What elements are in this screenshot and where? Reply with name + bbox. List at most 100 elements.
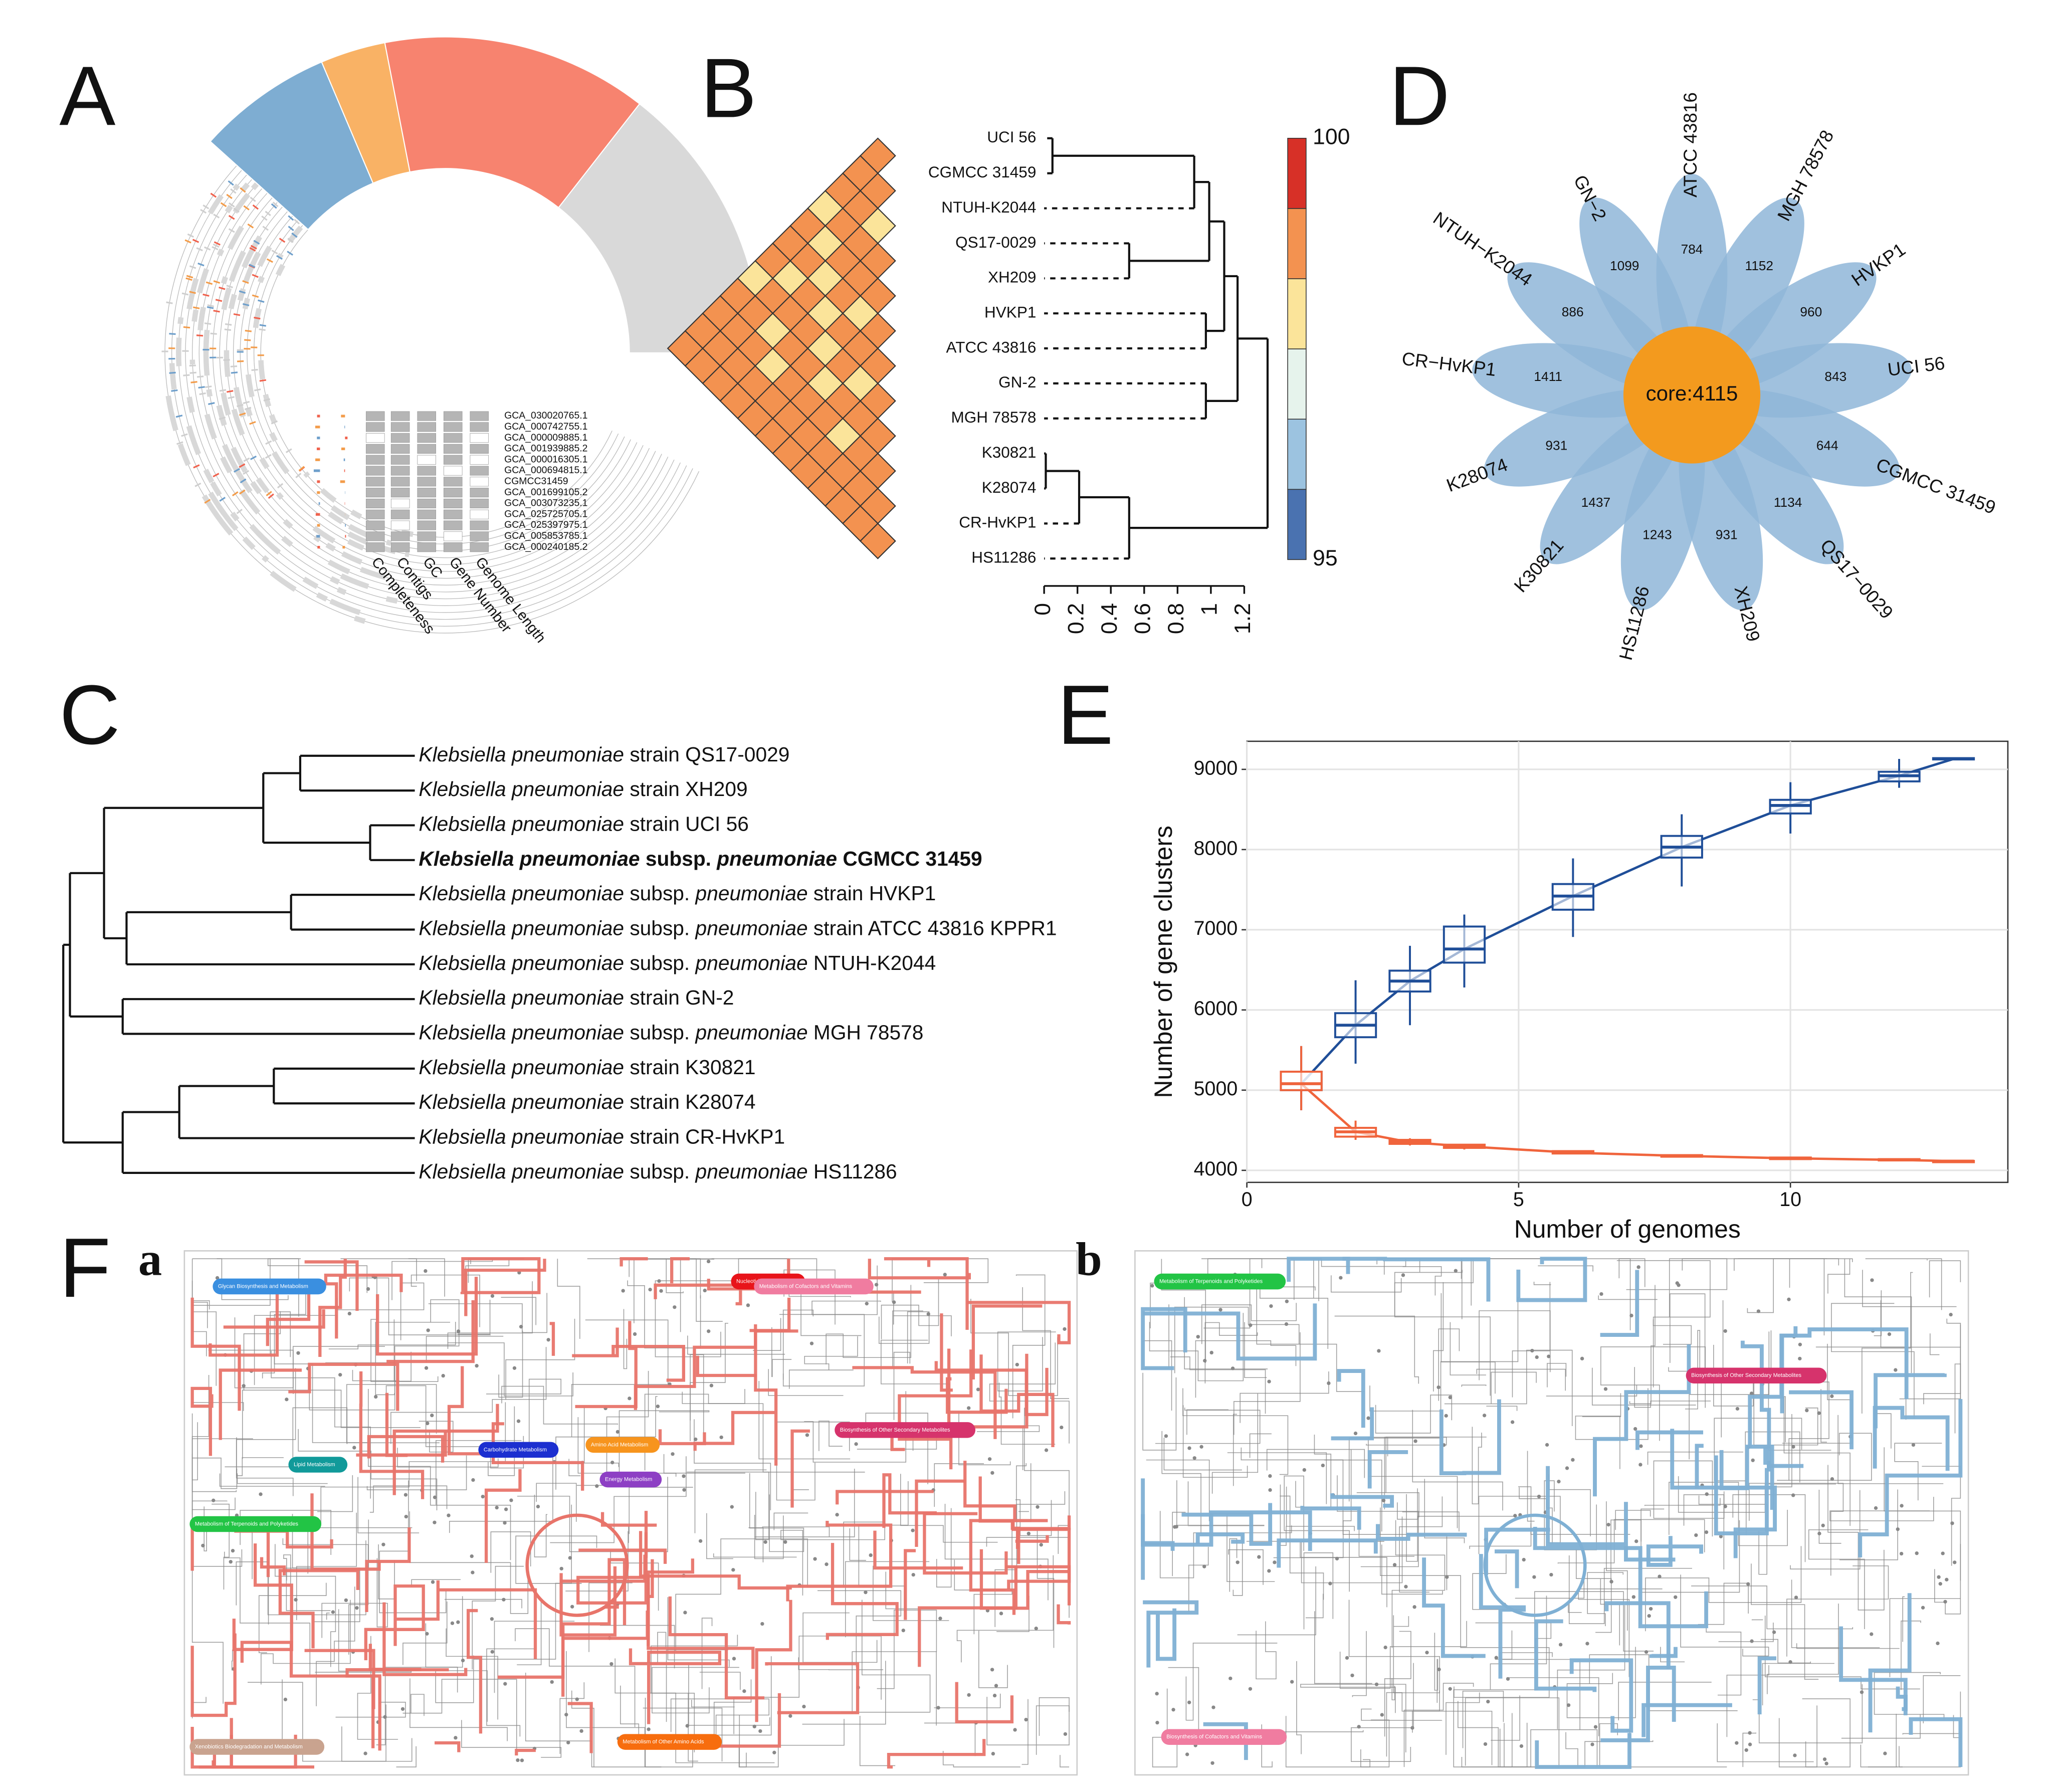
- pathway: [753, 1318, 781, 1351]
- pathway: [359, 1371, 425, 1499]
- pathway: [782, 1309, 814, 1380]
- pathway: [826, 1543, 899, 1640]
- track-block: [287, 226, 303, 243]
- genome-label: GCA_000009885.1: [504, 432, 587, 443]
- track-block: [277, 253, 284, 259]
- table-cell: [470, 477, 489, 487]
- label-part: NTUH-K2044: [808, 951, 936, 974]
- pathway: [958, 1412, 1011, 1466]
- pathway: [1565, 1732, 1578, 1767]
- track-block: [220, 456, 233, 474]
- track-tick: [230, 188, 237, 194]
- compound: [1787, 1297, 1791, 1301]
- track-block: [262, 555, 269, 563]
- track-block: [347, 539, 364, 551]
- pathway: [571, 1690, 594, 1767]
- compound: [495, 1505, 499, 1510]
- pathway: [1163, 1437, 1242, 1471]
- pathway: [411, 1579, 461, 1587]
- compound: [987, 1457, 992, 1461]
- pathway: [1790, 1490, 1861, 1569]
- category-pill: [585, 1437, 660, 1453]
- compound: [426, 1421, 430, 1426]
- compound: [892, 1300, 896, 1304]
- pathway: [567, 1702, 593, 1753]
- pathway: [209, 1280, 279, 1357]
- leaf-label: Klebsiella pneumoniae subsp. pneumoniae …: [419, 882, 936, 905]
- leaf-label: Klebsiella pneumoniae strain QS17-0029: [419, 743, 789, 766]
- compound: [1735, 1407, 1740, 1411]
- track-block: [269, 432, 278, 442]
- category-label: Energy Metabolism: [605, 1477, 652, 1483]
- pathway: [843, 1521, 886, 1587]
- compound: [1549, 1572, 1553, 1577]
- pathway: [696, 1355, 757, 1377]
- track-tick: [252, 274, 259, 278]
- track-tick: [233, 313, 241, 316]
- compound: [404, 1514, 408, 1519]
- label-part: subsp.: [624, 1021, 696, 1044]
- pathway: [260, 1557, 286, 1575]
- compound: [1658, 1574, 1662, 1578]
- leaf-label: Klebsiella pneumoniae strain CR-HvKP1: [419, 1125, 785, 1148]
- compound: [1039, 1543, 1043, 1547]
- genome-label: GCA_001939885.2: [504, 443, 587, 454]
- track-tick: [204, 246, 211, 251]
- compound: [1874, 1506, 1878, 1510]
- circos: GCA_030020765.1GCA_000742755.1GCA_000009…: [161, 36, 762, 646]
- compound: [242, 1384, 246, 1388]
- compound: [1694, 1533, 1698, 1537]
- pathway: [486, 1648, 535, 1737]
- compound: [470, 1554, 474, 1558]
- compound: [1915, 1551, 1919, 1555]
- pathway: [651, 1635, 738, 1752]
- pathway: [1399, 1496, 1443, 1593]
- track-block: [241, 182, 250, 191]
- label-part: Klebsiella pneumoniae: [419, 812, 624, 835]
- compound: [575, 1697, 579, 1701]
- table-cell: [443, 433, 463, 443]
- compound: [1798, 1356, 1802, 1361]
- label-part: pneumoniae: [695, 951, 808, 974]
- compound: [1750, 1639, 1754, 1643]
- compound: [835, 1513, 839, 1517]
- track-tick: [204, 499, 211, 504]
- track-tick: [266, 258, 273, 263]
- compound: [1486, 1699, 1490, 1704]
- track-tick: [243, 205, 250, 211]
- pathway: [1751, 1563, 1819, 1680]
- y-axis-title: Number of gene clusters: [1149, 826, 1177, 1098]
- track-tick: [259, 324, 267, 327]
- petal-value: 886: [1562, 304, 1584, 319]
- track-block: [233, 183, 240, 191]
- pathway: [1303, 1552, 1334, 1630]
- category-label: Metabolism of Terpenoids and Polyketides: [195, 1521, 299, 1527]
- compound: [1024, 1717, 1028, 1722]
- compound: [1249, 1323, 1253, 1327]
- compound: [570, 1605, 574, 1609]
- genome-label: GCA_000016305.1: [504, 454, 587, 465]
- pathway: [428, 1293, 547, 1333]
- compound: [991, 1751, 995, 1756]
- compound: [1494, 1656, 1498, 1660]
- compound: [595, 1484, 599, 1488]
- track-block: [328, 511, 344, 525]
- compound: [1192, 1456, 1196, 1460]
- pathway: [1201, 1258, 1263, 1268]
- compound: [1571, 1458, 1575, 1462]
- compound: [1943, 1600, 1947, 1604]
- compound: [1580, 1356, 1584, 1361]
- compound: [1257, 1555, 1261, 1559]
- pathway: [893, 1351, 911, 1420]
- compound: [259, 1492, 263, 1496]
- pathway: [231, 1649, 233, 1671]
- pathway: [357, 1477, 420, 1533]
- panel-letter: B: [701, 41, 757, 135]
- track-tick: [228, 396, 235, 400]
- pathway: [1589, 1654, 1738, 1711]
- pathway: [687, 1471, 769, 1540]
- label-part: Klebsiella pneumoniae: [419, 777, 624, 801]
- phylo-tree: Klebsiella pneumoniae strain QS17-0029 Kl…: [62, 743, 1057, 1183]
- pathway: [694, 1419, 771, 1510]
- table-cell: [470, 531, 489, 541]
